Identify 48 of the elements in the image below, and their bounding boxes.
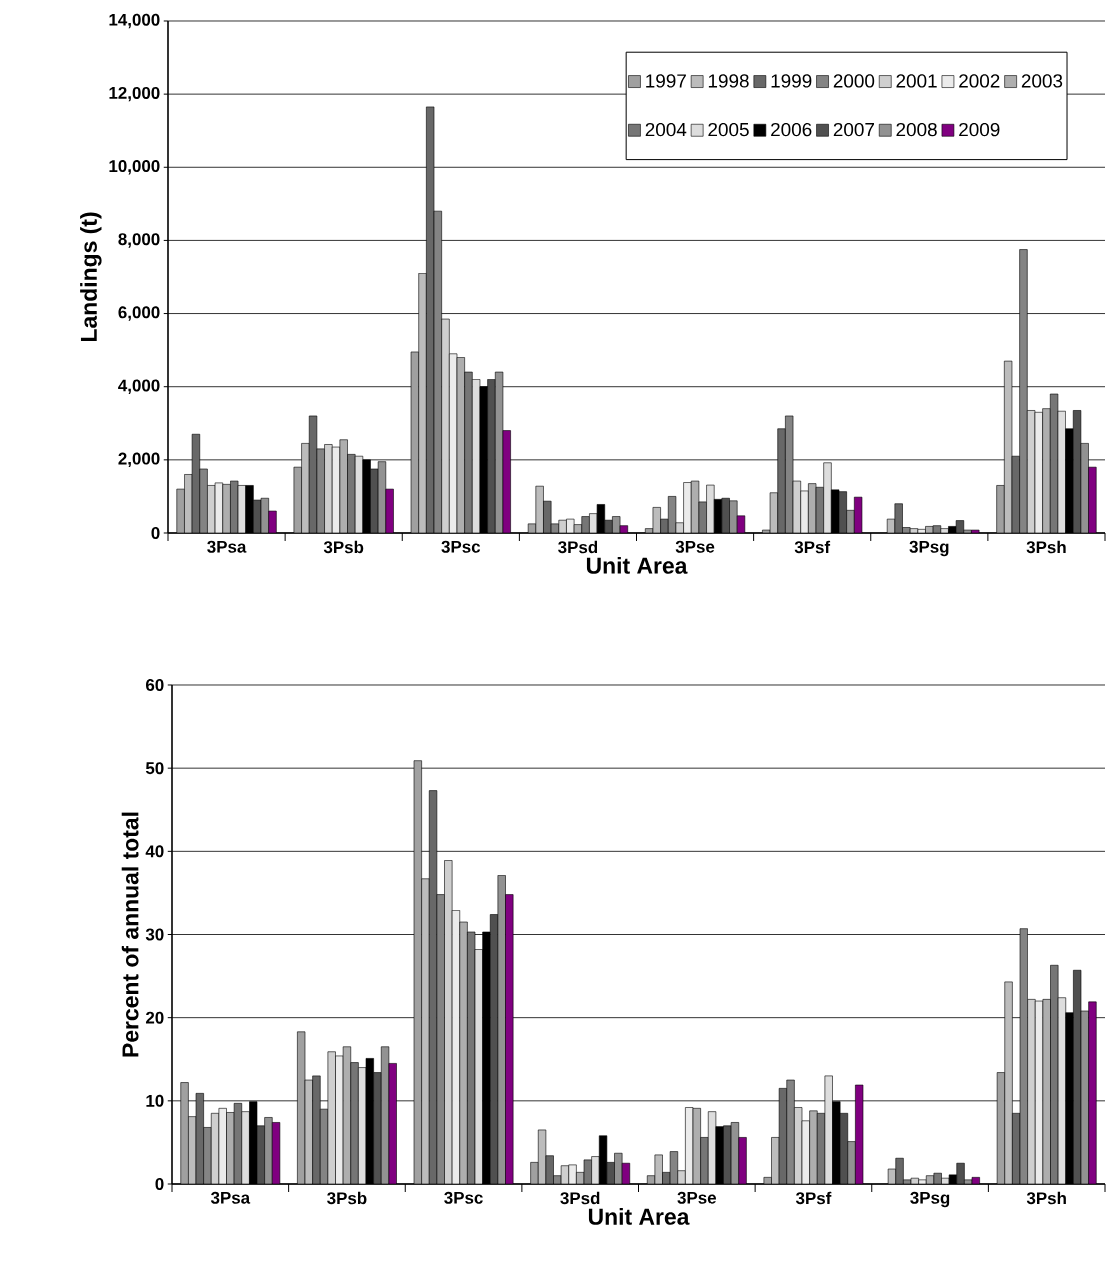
x-tick-label: 3Psh xyxy=(1026,540,1066,554)
y-tick-label: 2,000 xyxy=(118,452,160,468)
legend-label: 2006 xyxy=(771,122,812,137)
y-tick-label: 6,000 xyxy=(118,306,160,321)
legend-label: 1999 xyxy=(771,74,812,88)
x-tick-label: 3Pse xyxy=(675,540,715,553)
y-tick-label: 40 xyxy=(145,845,164,858)
x-axis-title: Unit Area xyxy=(588,1208,690,1225)
x-tick-label: 3Psa xyxy=(207,540,247,553)
x-tick-label: 3Psc xyxy=(441,540,481,553)
x-tick-label: 3Psf xyxy=(794,540,831,554)
legend-label: 2003 xyxy=(1021,74,1063,88)
legend-label: 2008 xyxy=(896,122,937,137)
y-axis-title: Percent of annual total xyxy=(121,812,139,1057)
x-tick-label: 3Psa xyxy=(210,1191,251,1204)
x-tick-label: 3Psb xyxy=(327,1191,367,1205)
y-tick-label: 0 xyxy=(155,1178,164,1190)
y-axis-title: Landings (t) xyxy=(80,212,102,342)
x-tick-label: 3Psg xyxy=(910,1191,950,1208)
legend-label: 2004 xyxy=(645,122,687,137)
y-tick-label: 30 xyxy=(145,928,164,941)
x-tick-label: 3Psb xyxy=(323,540,364,554)
legend-label: 2002 xyxy=(959,74,1000,88)
y-tick-label: 60 xyxy=(146,679,164,691)
y-tick-label: 20 xyxy=(145,1011,164,1024)
x-tick-label: 3Psf xyxy=(795,1191,832,1205)
y-tick-label: 10 xyxy=(146,1094,164,1107)
legend-label: 2009 xyxy=(959,122,1000,137)
legend-label: 2001 xyxy=(896,74,937,88)
x-tick-label: 3Psh xyxy=(1026,1191,1066,1205)
legend-label: 2005 xyxy=(708,122,749,137)
y-tick-label: 0 xyxy=(151,526,160,539)
x-tick-label: 3Psd xyxy=(558,540,598,554)
x-tick-label: 3Psg xyxy=(909,540,949,557)
y-tick-label: 14,000 xyxy=(109,13,160,29)
y-tick-label: 10,000 xyxy=(109,160,160,175)
x-tick-label: 3Psc xyxy=(444,1191,483,1204)
legend-label: 2007 xyxy=(833,122,874,137)
y-tick-label: 50 xyxy=(145,762,164,775)
legend-label: 1998 xyxy=(708,74,749,88)
y-tick-label: 8,000 xyxy=(118,233,160,248)
y-tick-label: 12,000 xyxy=(109,86,160,102)
x-axis-title: Unit Area xyxy=(586,557,688,574)
y-tick-label: 4,000 xyxy=(118,379,160,394)
legend-label: 2000 xyxy=(833,74,875,88)
x-tick-label: 3Psd xyxy=(560,1191,600,1205)
legend-label: 1997 xyxy=(646,74,686,88)
x-tick-label: 3Pse xyxy=(677,1191,717,1204)
